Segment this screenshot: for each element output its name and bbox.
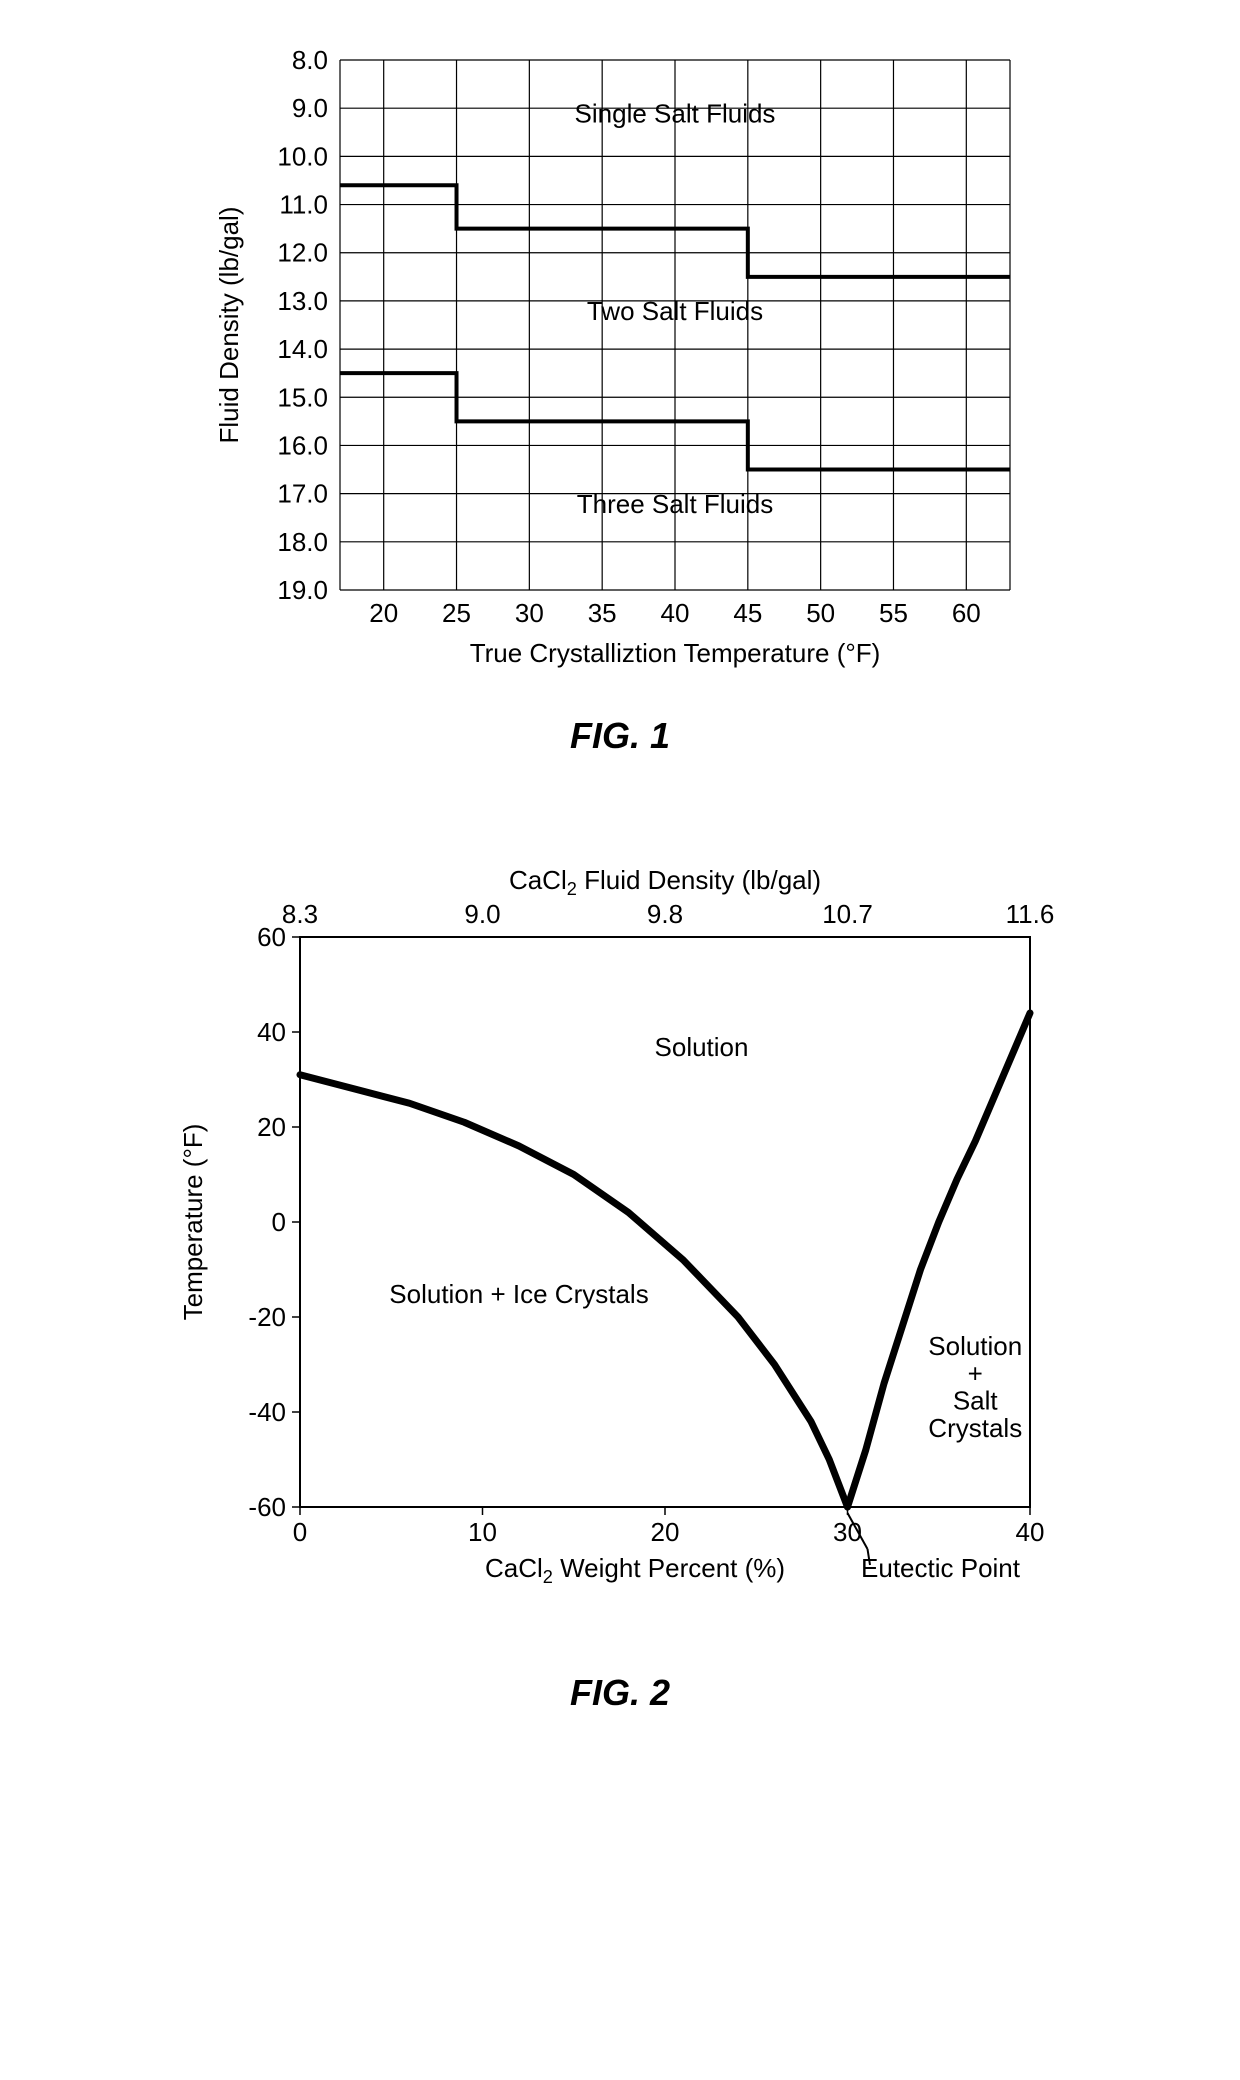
svg-text:40: 40 [257,1017,286,1047]
svg-text:8.3: 8.3 [282,899,318,929]
svg-text:9.8: 9.8 [647,899,683,929]
svg-text:10.7: 10.7 [822,899,873,929]
figure-2: -60-40-2002040600102030408.39.09.810.711… [170,837,1070,1714]
svg-text:18.0: 18.0 [277,527,328,557]
svg-text:0: 0 [293,1517,307,1547]
svg-text:9.0: 9.0 [464,899,500,929]
svg-text:20: 20 [257,1112,286,1142]
svg-text:True Crystalliztion Temperatur: True Crystalliztion Temperature (°F) [470,638,881,668]
svg-text:30: 30 [515,598,544,628]
svg-text:0: 0 [272,1207,286,1237]
svg-text:12.0: 12.0 [277,238,328,268]
svg-text:-20: -20 [248,1302,286,1332]
svg-text:Single Salt Fluids: Single Salt Fluids [575,99,776,129]
svg-text:Eutectic Point: Eutectic Point [861,1553,1021,1583]
svg-text:Solution+SaltCrystals: Solution+SaltCrystals [928,1331,1022,1443]
fig2-chart: -60-40-2002040600102030408.39.09.810.711… [170,837,1070,1637]
svg-text:19.0: 19.0 [277,575,328,605]
svg-text:60: 60 [952,598,981,628]
svg-text:-40: -40 [248,1397,286,1427]
svg-text:9.0: 9.0 [292,93,328,123]
svg-text:8.0: 8.0 [292,45,328,75]
svg-text:35: 35 [588,598,617,628]
svg-text:Solution + Ice Crystals: Solution + Ice Crystals [389,1279,648,1309]
svg-text:25: 25 [442,598,471,628]
svg-text:11.6: 11.6 [1006,899,1055,929]
fig2-caption: FIG. 2 [170,1672,1070,1714]
svg-text:Two Salt Fluids: Two Salt Fluids [587,296,763,326]
svg-text:CaCl2 Fluid Density (lb/gal): CaCl2 Fluid Density (lb/gal) [509,865,821,899]
svg-text:11.0: 11.0 [279,190,328,220]
svg-text:13.0: 13.0 [277,286,328,316]
svg-text:55: 55 [879,598,908,628]
svg-text:Solution: Solution [655,1032,749,1062]
svg-text:CaCl2 Weight Percent (%): CaCl2 Weight Percent (%) [485,1553,785,1587]
svg-text:Fluid Density (lb/gal): Fluid Density (lb/gal) [214,207,244,444]
svg-text:Temperature (°F): Temperature (°F) [178,1124,208,1321]
svg-text:17.0: 17.0 [277,479,328,509]
svg-text:15.0: 15.0 [277,382,328,412]
svg-text:20: 20 [651,1517,680,1547]
svg-text:16.0: 16.0 [277,430,328,460]
svg-text:10: 10 [468,1517,497,1547]
svg-text:50: 50 [806,598,835,628]
svg-text:40: 40 [1016,1517,1045,1547]
svg-text:40: 40 [661,598,690,628]
svg-text:45: 45 [733,598,762,628]
svg-text:14.0: 14.0 [277,334,328,364]
fig1-chart: 8.0 9.0 10.0 11.0 12.0 13.0 14.0 15.0 16.0 17.0 18… [210,40,1030,680]
fig1-caption: FIG. 1 [210,715,1030,757]
figure-1: 8.0 9.0 10.0 11.0 12.0 13.0 14.0 15.0 16.0 17.0 18… [210,40,1030,757]
svg-text:10.0: 10.0 [277,141,328,171]
svg-text:20: 20 [369,598,398,628]
svg-text:-60: -60 [248,1492,286,1522]
svg-text:Three Salt Fluids: Three Salt Fluids [577,489,774,519]
